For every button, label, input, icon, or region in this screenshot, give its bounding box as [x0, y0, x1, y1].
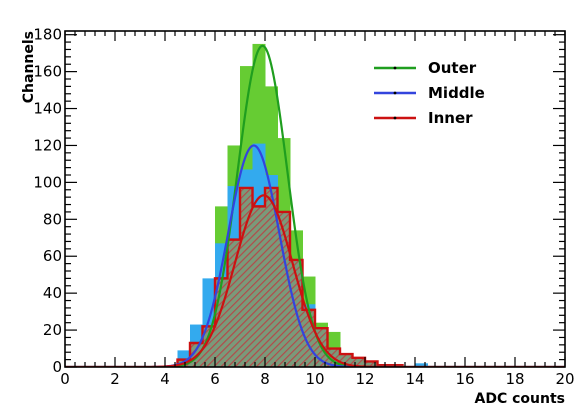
x-tick-label: 12: [355, 370, 374, 388]
x-tick-label: 6: [210, 370, 220, 388]
x-tick-label: 16: [455, 370, 474, 388]
x-tick-label: 10: [305, 370, 324, 388]
legend-label: Outer: [428, 59, 477, 77]
x-tick-label: 20: [555, 370, 574, 388]
y-tick-label: 80: [43, 210, 62, 228]
bar-inner-14: [352, 357, 365, 367]
y-tick-label: 160: [33, 63, 62, 81]
bar-inner-2: [202, 326, 215, 367]
legend-marker: [393, 66, 397, 70]
x-axis-title: ADC counts: [475, 391, 565, 407]
legend-marker: [393, 91, 397, 95]
y-tick-label: 140: [33, 100, 62, 118]
bar-inner-8: [277, 211, 290, 367]
y-tick-label: 40: [43, 284, 62, 302]
legend: Outer Middle Inner: [374, 59, 485, 127]
legend-entry-middle: Middle: [374, 84, 485, 102]
x-tick-label: 2: [110, 370, 120, 388]
bar-inner-7: [265, 187, 278, 367]
x-tick-label: 18: [505, 370, 524, 388]
y-tick-label: 100: [33, 173, 62, 191]
x-tick-label: 0: [60, 370, 70, 388]
bar-inner-6: [252, 206, 265, 367]
y-axis-title: Channels: [21, 31, 37, 103]
bar-inner-4: [227, 239, 240, 367]
bar-inner-15: [365, 361, 378, 367]
bar-middle-13: [415, 363, 428, 367]
x-tick-label: 14: [405, 370, 424, 388]
y-tick-label: 20: [43, 321, 62, 339]
y-tick-label: 180: [33, 26, 62, 44]
x-tick-label: 8: [260, 370, 270, 388]
legend-entry-outer: Outer: [374, 59, 477, 77]
legend-label: Inner: [428, 109, 473, 127]
x-tick-label: 4: [160, 370, 170, 388]
legend-marker: [393, 116, 397, 120]
legend-label: Middle: [428, 84, 485, 102]
legend-entry-inner: Inner: [374, 109, 473, 127]
y-tick-label: 120: [33, 136, 62, 154]
y-tick-label: 60: [43, 247, 62, 265]
y-tick-label: 0: [52, 358, 62, 376]
